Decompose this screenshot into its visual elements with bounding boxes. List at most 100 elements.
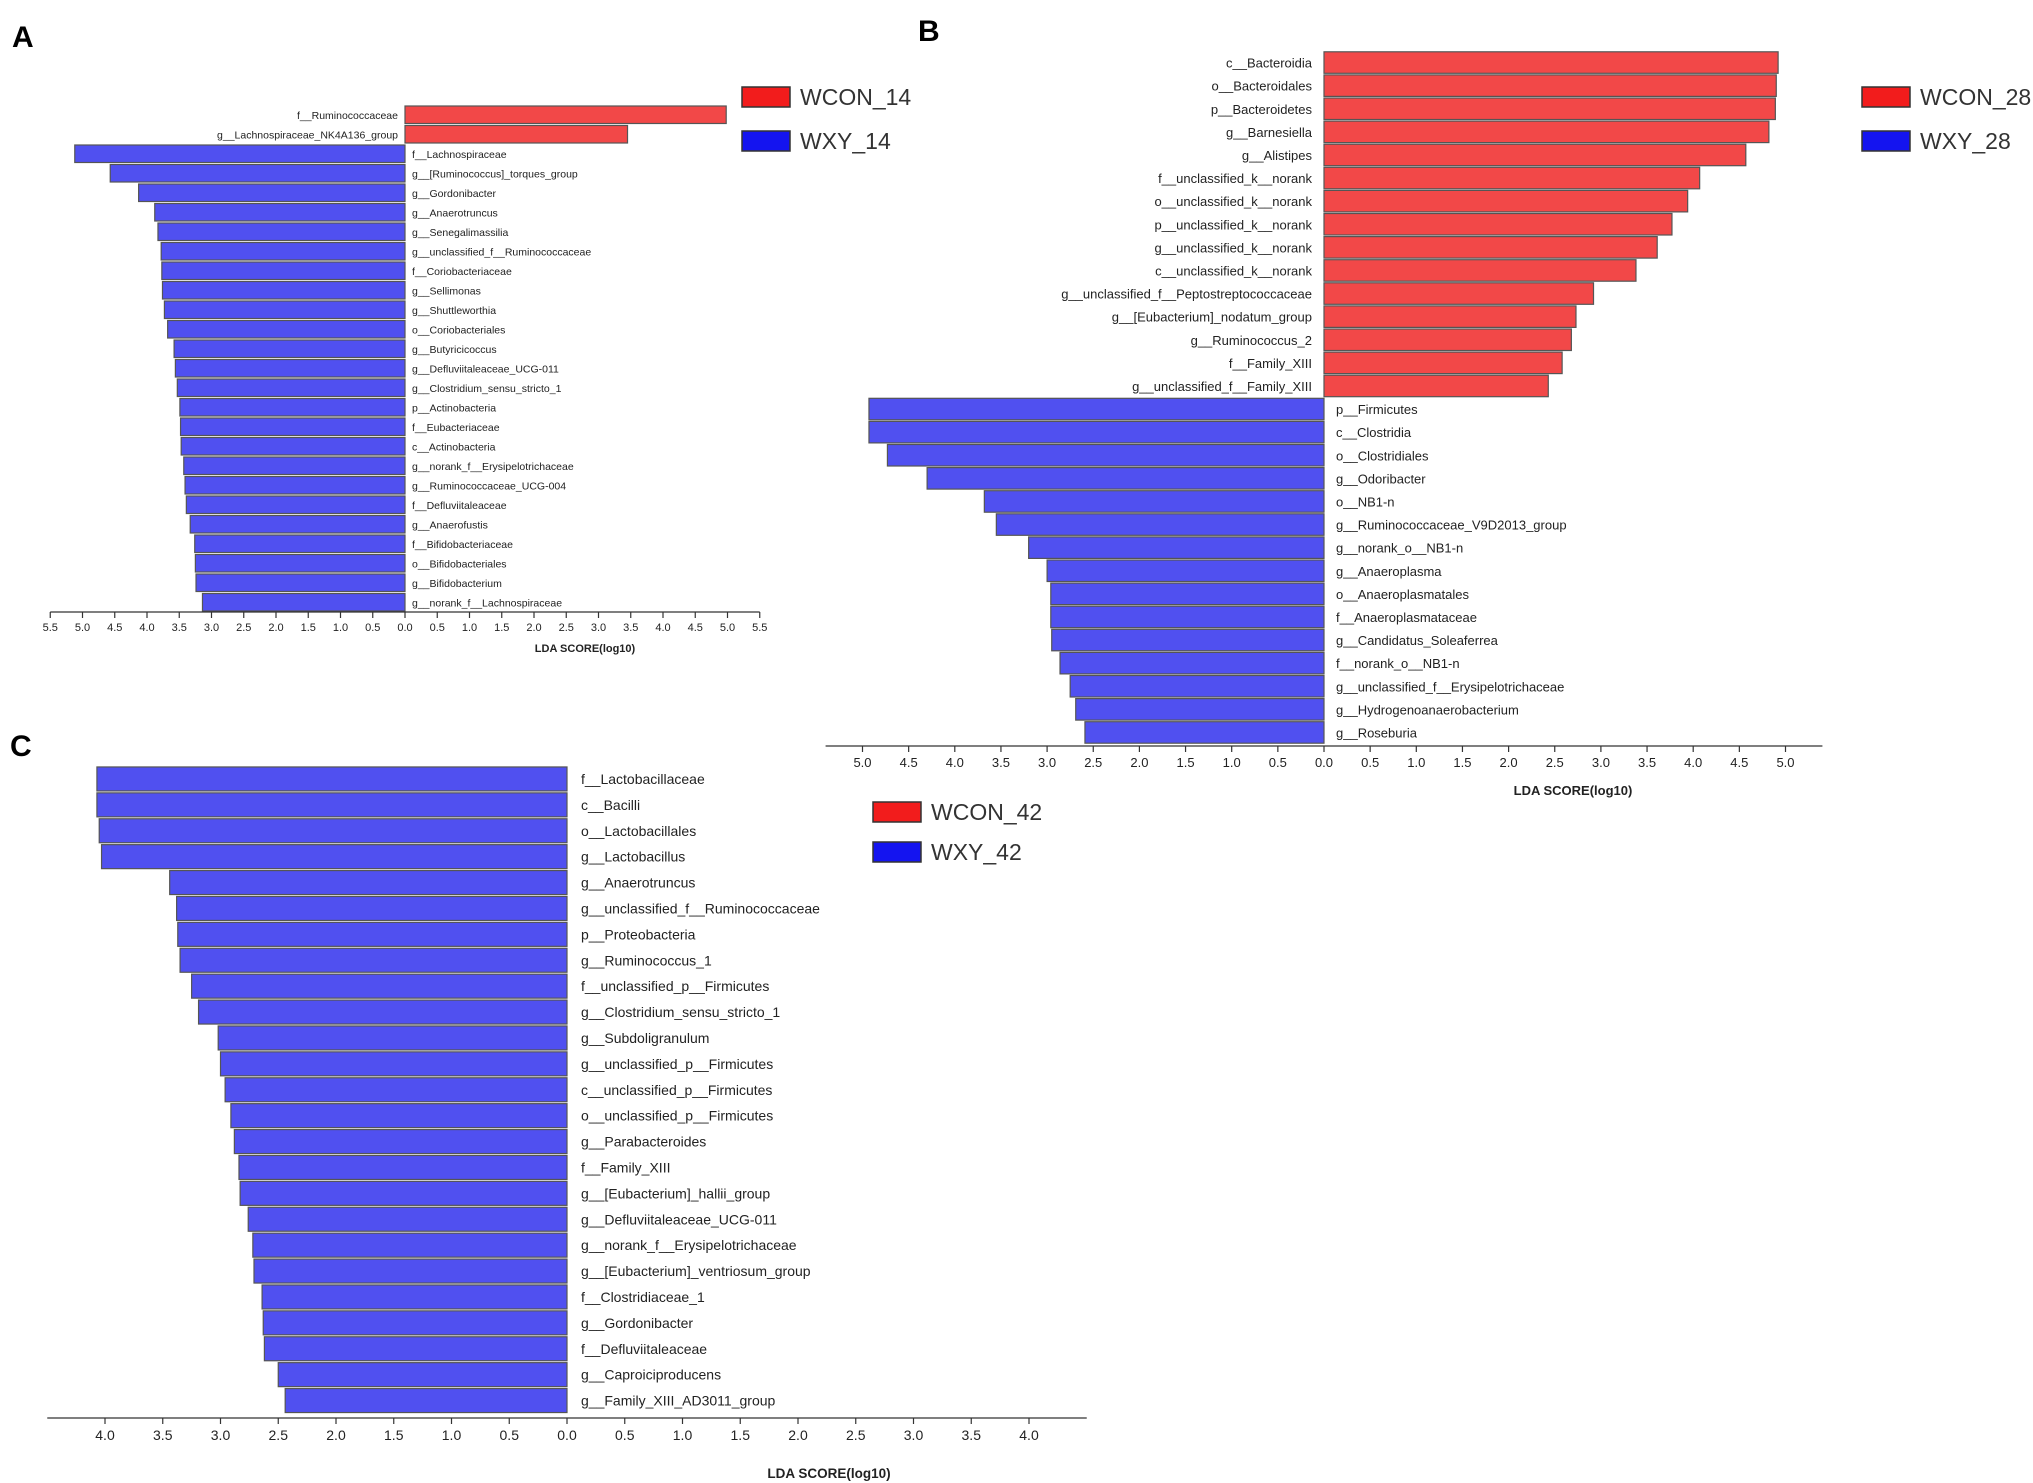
panel-a-bar <box>180 436 406 456</box>
panel-b-bar <box>1323 305 1577 328</box>
panel-b-bar <box>1028 536 1325 560</box>
panel-c-taxon-label: g__Gordonibacter <box>581 1315 693 1331</box>
panel-a-legend-swatch <box>741 130 791 152</box>
panel-b-taxon-label: g__Barnesiella <box>1226 125 1313 140</box>
panel-a-taxon-label: g__Anaerotruncus <box>412 207 498 219</box>
panel-b-taxon-label: g__Roseburia <box>1336 725 1418 740</box>
panel-b-bar <box>995 513 1325 536</box>
panel-a-legend-swatch <box>741 86 791 108</box>
panel-c-x-tick-label: 1.0 <box>673 1427 693 1443</box>
panel-b-x-axis-title: LDA SCORE(log10) <box>1514 783 1633 798</box>
panel-a-taxon-label: g__Lachnospiraceae_NK4A136_group <box>217 129 398 141</box>
panel-b-bar <box>1084 721 1325 744</box>
panel-c-x-tick-label: 0.0 <box>557 1427 577 1443</box>
panel-c-taxon-label: g__Family_XIII_AD3011_group <box>581 1393 776 1409</box>
panel-b-legend-swatch <box>1861 86 1911 108</box>
panel-c-taxon-label: g__[Eubacterium]_hallii_group <box>581 1185 770 1201</box>
panel-b-bar <box>1051 628 1325 652</box>
panel-b-taxon-label: p__Firmicutes <box>1336 402 1418 417</box>
panel-c-bar <box>96 792 568 818</box>
panel-a-x-tick-label: 3.0 <box>591 622 606 634</box>
panel-c-x-tick-label: 0.5 <box>615 1427 635 1443</box>
panel-b-taxon-label: g__norank_o__NB1-n <box>1336 541 1463 556</box>
panel-a-bar <box>194 553 406 573</box>
panel-c-bar <box>230 1103 568 1129</box>
panel-a-label: A <box>12 21 34 54</box>
panel-c-bar <box>98 818 568 844</box>
panel-c-bar <box>217 1025 568 1051</box>
panel-a-x-tick-label: 5.5 <box>43 622 58 634</box>
panel-b-x-tick-label: 4.0 <box>946 755 964 770</box>
panel-b-taxon-label: c__unclassified_k__norank <box>1155 263 1312 278</box>
panel-c-bar <box>233 1128 568 1155</box>
panel-c-x-tick-label: 1.0 <box>442 1427 462 1443</box>
panel-c-x-tick-label: 3.0 <box>211 1427 231 1443</box>
panel-c-bar <box>219 1051 568 1077</box>
panel-a-bar <box>109 163 406 183</box>
panel-c-x-tick-label: 2.5 <box>846 1427 866 1443</box>
panel-a-x-tick-label: 2.5 <box>559 622 574 634</box>
panel-b-taxon-label: p__unclassified_k__norank <box>1154 217 1312 232</box>
panel-b-bar <box>1323 97 1776 121</box>
panel-b-taxon-label: g__Odoribacter <box>1336 471 1426 486</box>
panel-a-bar <box>179 417 406 437</box>
panel-a-x-tick-label: 3.5 <box>172 622 187 634</box>
panel-b-taxon-label: o__Clostridiales <box>1336 448 1429 463</box>
panel-c-x-tick-label: 2.0 <box>788 1427 808 1443</box>
panel-b-taxon-label: c__Bacteroidia <box>1226 56 1313 71</box>
panel-b-bar <box>868 397 1325 421</box>
panel-b-taxon-label: f__Family_XIII <box>1229 356 1312 371</box>
panel-a-x-tick-label: 3.0 <box>204 622 219 634</box>
panel-b-taxon-label: o__NB1-n <box>1336 494 1395 509</box>
panel-c-x-tick-label: 4.0 <box>1019 1427 1039 1443</box>
panel-a-taxon-label: g__norank_f__Lachnospiraceae <box>412 597 562 609</box>
panel-a-bar <box>176 378 406 398</box>
panel-a-taxon-label: g__Gordonibacter <box>412 188 497 200</box>
panel-a-x-tick-label: 1.0 <box>462 622 477 634</box>
panel-a-x-tick-label: 4.0 <box>139 622 154 634</box>
panel-c-bar <box>177 921 568 947</box>
panel-b-bar <box>1046 559 1325 583</box>
panel-c-bar <box>239 1180 568 1206</box>
panel-c-taxon-label: c__unclassified_p__Firmicutes <box>581 1082 772 1098</box>
panel-c-x-tick-label: 3.5 <box>962 1427 982 1443</box>
panel-b-legend-swatch <box>1861 130 1911 152</box>
panel-a-x-tick-label: 5.0 <box>75 622 90 634</box>
panel-c-taxon-label: g__Parabacteroides <box>581 1134 706 1150</box>
panel-b-taxon-label: p__Bacteroidetes <box>1211 102 1313 117</box>
panel-c-taxon-label: g__Lactobacillus <box>581 849 685 865</box>
panel-a-x-tick-label: 4.5 <box>107 622 122 634</box>
panel-a-taxon-label: f__Bifidobacteriaceae <box>412 539 513 551</box>
panel-a-taxon-label: g__Clostridium_sensu_stricto_1 <box>412 383 562 395</box>
panel-b-taxon-label: g__Alistipes <box>1242 148 1313 163</box>
panel-b-bar <box>926 467 1325 490</box>
panel-c-bar <box>262 1310 568 1336</box>
panel-a-x-tick-label: 3.5 <box>623 622 638 634</box>
panel-c-taxon-label: g__Subdoligranulum <box>581 1030 709 1046</box>
panel-a-taxon-label: f__Coriobacteriaceae <box>412 266 512 278</box>
panel-a-x-tick-label: 5.5 <box>752 622 767 634</box>
panel-c-x-tick-label: 4.0 <box>95 1427 115 1443</box>
panel-b-x-tick-label: 3.0 <box>1038 755 1056 770</box>
panel-c-bar <box>100 844 568 870</box>
panel-a-x-tick-label: 2.0 <box>268 622 283 634</box>
panel-b-taxon-label: g__unclassified_f__Family_XIII <box>1132 379 1312 394</box>
panel-a-bar <box>184 475 406 495</box>
panel-c-bar <box>253 1258 568 1284</box>
panel-b-x-tick-label: 3.0 <box>1592 755 1610 770</box>
panel-b-taxon-label: f__Anaeroplasmataceae <box>1336 610 1477 625</box>
panel-c-bar <box>238 1154 568 1181</box>
panel-b-legend-label: WCON_28 <box>1920 84 2031 110</box>
panel-a-bar <box>194 534 406 554</box>
panel-a-bar <box>179 397 406 417</box>
panel-a-x-tick-label: 0.5 <box>430 622 445 634</box>
panel-a-taxon-label: c__Actinobacteria <box>412 441 496 453</box>
panel-b-bar <box>1050 605 1325 629</box>
panel-a-taxon-label: o__Bifidobacteriales <box>412 558 507 570</box>
panel-b-bar <box>1323 51 1779 74</box>
panel-c-taxon-label: g__Defluviitaleaceae_UCG-011 <box>581 1211 777 1227</box>
panel-c-taxon-label: g__unclassified_f__Ruminococcaceae <box>581 900 820 916</box>
panel-b-taxon-label: g__Anaeroplasma <box>1336 564 1442 579</box>
panel-c-bar <box>224 1077 568 1103</box>
